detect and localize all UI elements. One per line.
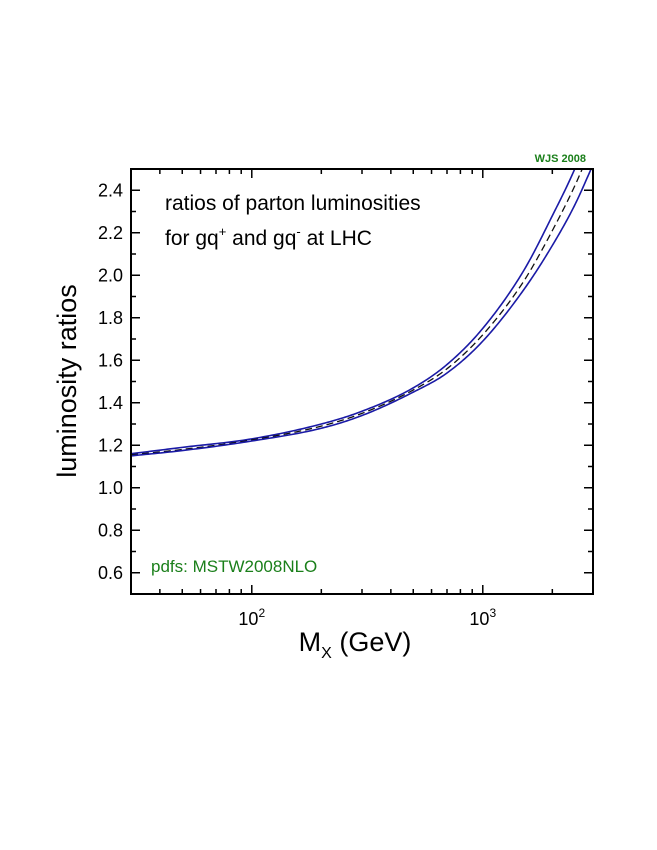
annotation-line-2: for gq+ and gq- at LHC — [165, 224, 372, 250]
annotation-sup-minus: - — [296, 224, 300, 239]
y-tick-label: 1.8 — [98, 308, 123, 328]
y-tick-label: 2.4 — [98, 180, 123, 200]
y-tick-label: 1.0 — [98, 478, 123, 498]
y-tick-label: 1.4 — [98, 393, 123, 413]
x-axis-title: MX (GeV) — [299, 627, 412, 662]
y-tick-label: 2.0 — [98, 265, 123, 285]
y-tick-label: 0.6 — [98, 563, 123, 583]
x-tick-label: 103 — [469, 606, 496, 629]
x-tick-label-exponent: 2 — [258, 606, 265, 620]
annotation-gq-plus: for gq — [165, 227, 219, 250]
y-tick-label: 0.8 — [98, 520, 123, 540]
curve-central — [131, 169, 583, 456]
y-tick-label: 1.6 — [98, 350, 123, 370]
curve-upper — [131, 169, 576, 455]
curve-group — [131, 169, 592, 457]
y-tick-label: 2.2 — [98, 223, 123, 243]
watermark: WJS 2008 — [535, 153, 586, 165]
curve-lower — [131, 169, 592, 457]
annotation-sup-plus: + — [219, 224, 227, 239]
x-axis-title-sub: X — [321, 645, 332, 662]
annotation-line-1: ratios of parton luminosities — [165, 192, 421, 215]
x-tick-label-base: 10 — [469, 609, 489, 629]
y-tick-label: 1.2 — [98, 435, 123, 455]
pdf-label: pdfs: MSTW2008NLO — [151, 557, 317, 576]
x-tick-label: 102 — [238, 606, 265, 629]
y-tick-labels: 0.6 0.8 1.0 1.2 1.4 1.6 1.8 2.0 2.2 2.4 — [98, 180, 123, 583]
y-axis-title: luminosity ratios — [52, 284, 82, 478]
x-tick-label-base: 10 — [238, 609, 258, 629]
tick-group — [130, 168, 594, 595]
x-axis-title-tail: (GeV) — [332, 627, 412, 657]
x-tick-labels: 102 103 — [238, 606, 496, 629]
annotation-at-lhc: at LHC — [307, 227, 372, 250]
x-axis-title-main: M — [299, 627, 322, 657]
annotation-gq-minus: and gq — [232, 227, 296, 250]
x-tick-label-exponent: 3 — [489, 606, 496, 620]
